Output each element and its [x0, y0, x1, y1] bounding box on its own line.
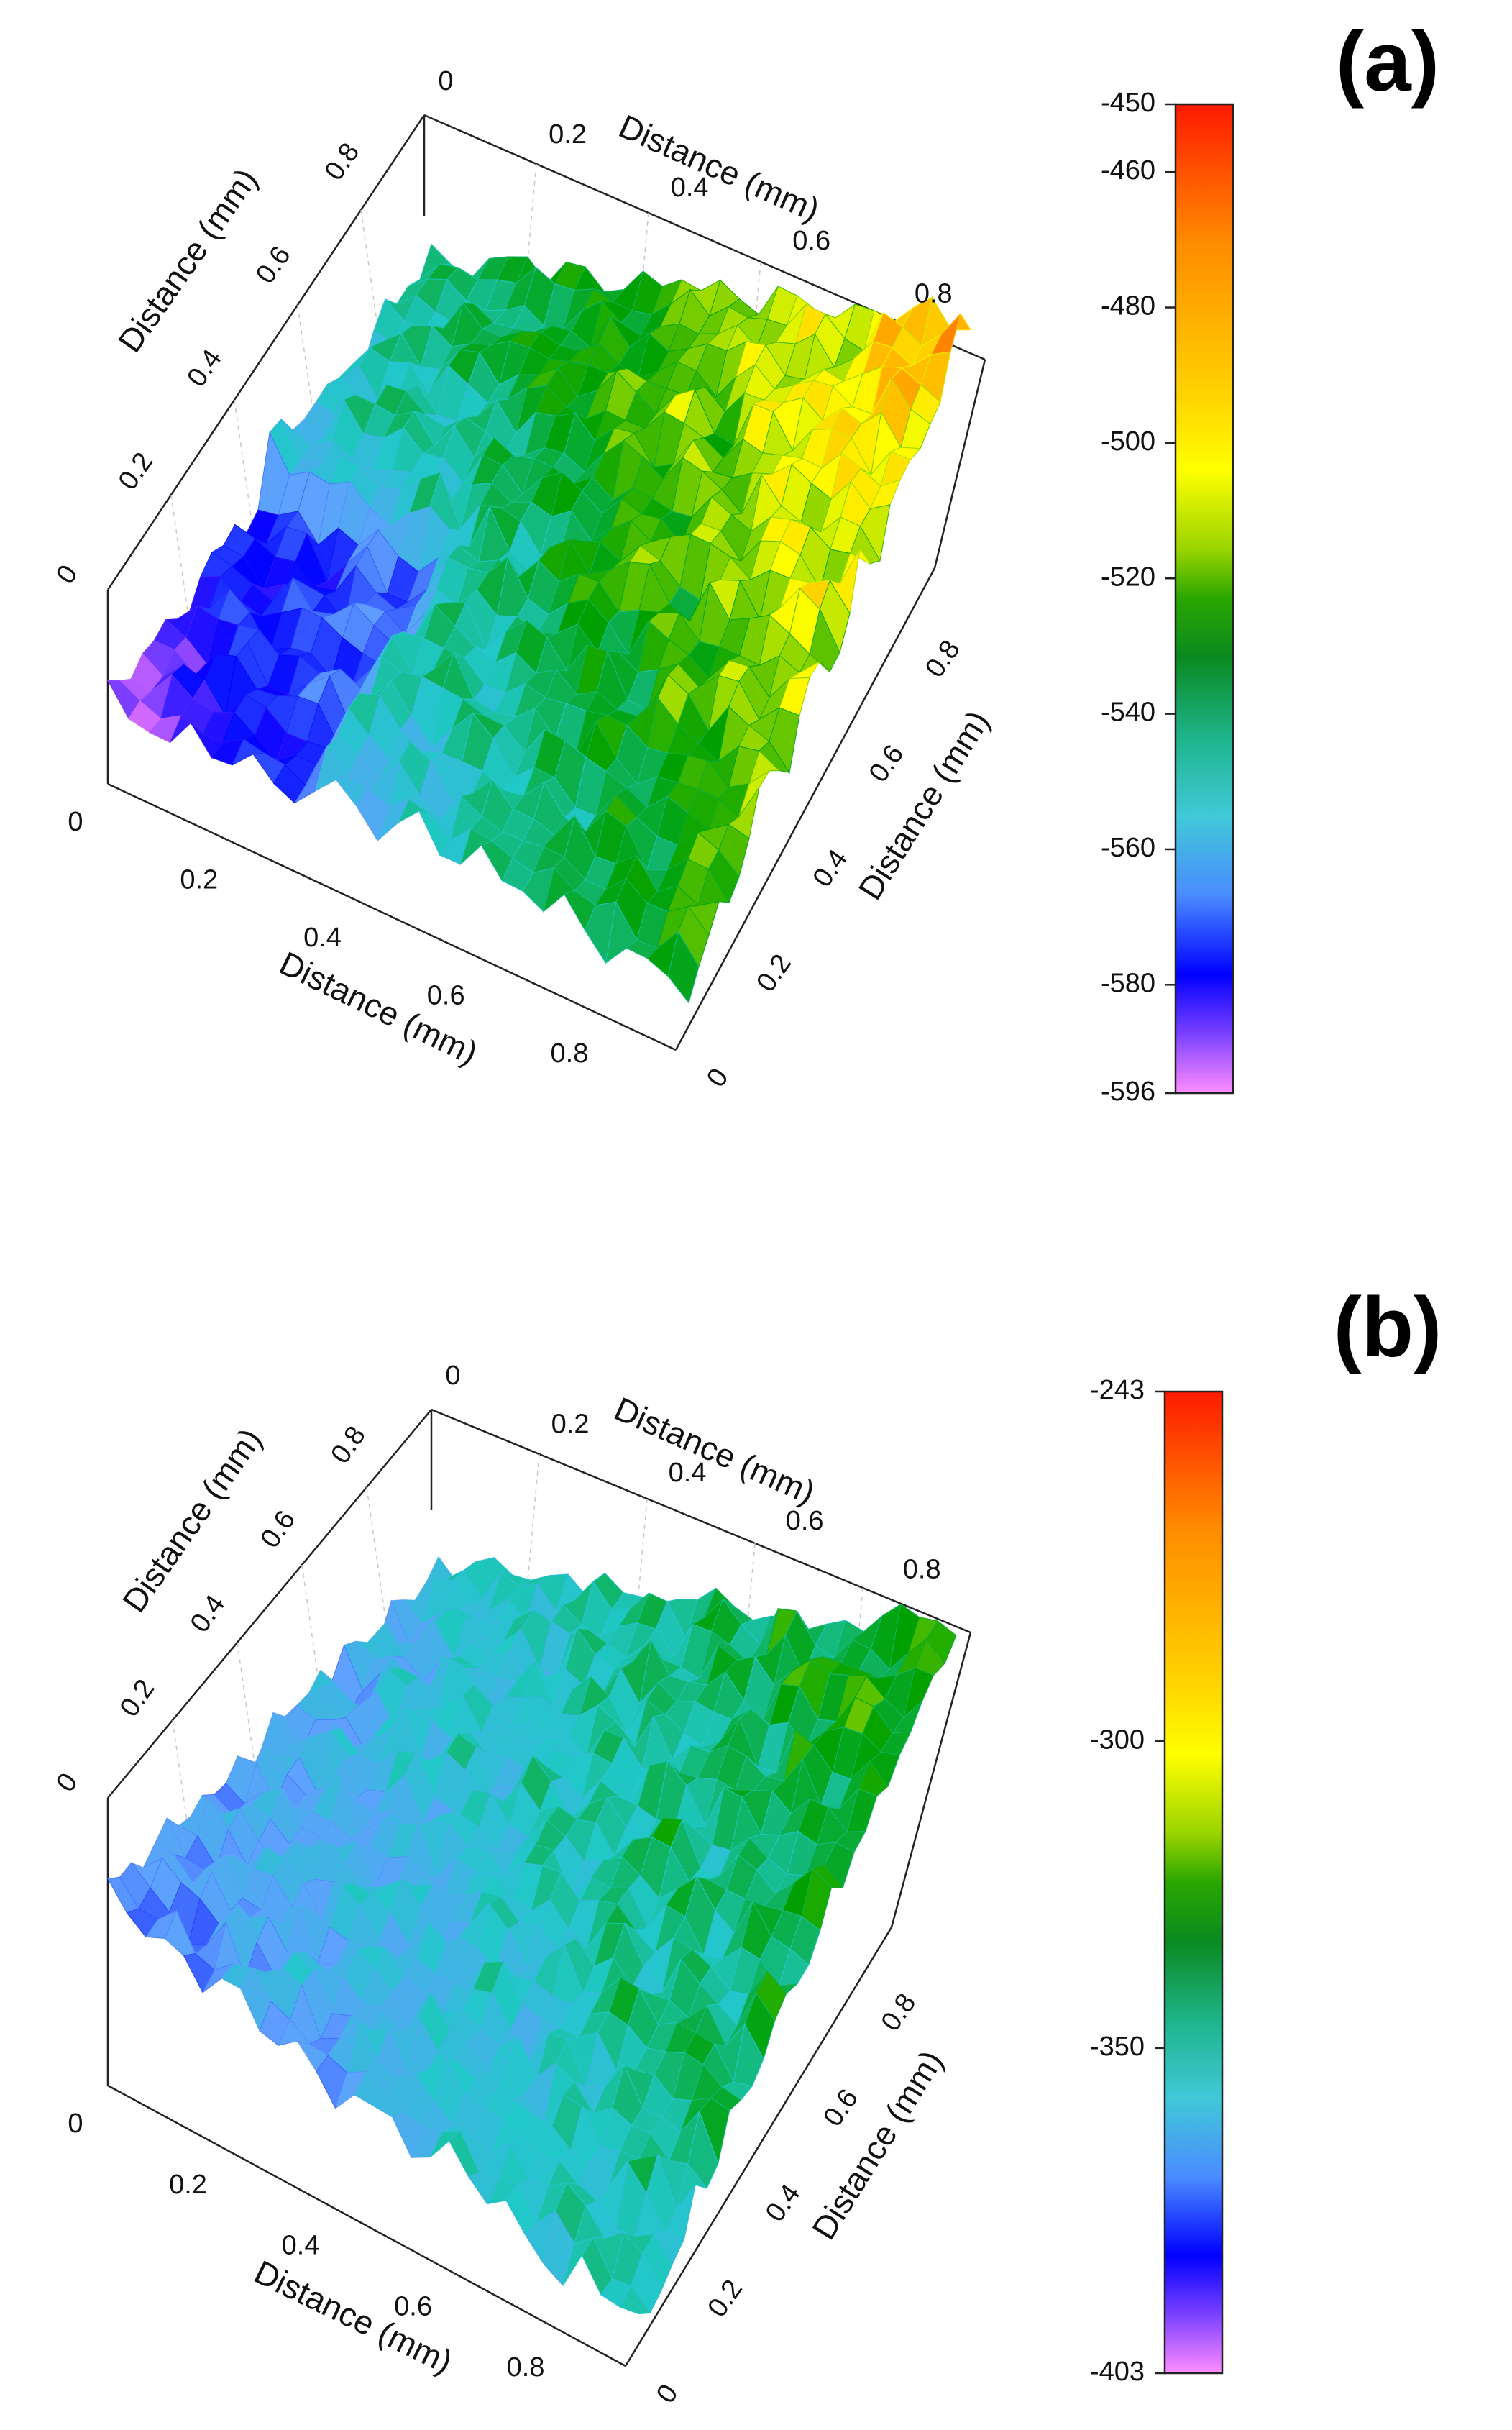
axes-box [106, 1408, 972, 2367]
axis-title-x-back: Distance (mm) [613, 107, 825, 229]
tick-label-y-left: 0.4 [181, 344, 228, 392]
tick-label-y-left: 0 [50, 559, 84, 589]
tick-label-y-left: 0.4 [185, 1589, 232, 1637]
axis-line-x-back [431, 1408, 971, 1634]
colorbar-tick-label: -596 [1101, 1077, 1155, 1107]
tick-label-x-front: 0.8 [507, 2352, 545, 2383]
surface-facet [667, 931, 700, 1004]
panel-a: 0 0.2 0.4 0.6 0.8 0 0.2 0.4 0.6 0.8 0 0.2 0.4 0.6 0.8 0… [50, 14, 1439, 1107]
colorbar-gradient [1174, 103, 1234, 1095]
tick-label-x-back: 0.4 [671, 173, 709, 203]
colorbar-tick-label: -500 [1101, 426, 1155, 457]
axis-line-y-left [106, 114, 426, 590]
tick-label-y-left: 0.8 [319, 137, 366, 186]
colorbar-tick-label: -243 [1090, 1375, 1145, 1405]
colorbar-tick-label: -540 [1101, 698, 1155, 728]
colorbar-tick-label: -520 [1101, 562, 1155, 592]
colorbar-tick-label: -560 [1101, 833, 1155, 863]
axis-title-y-right: Distance (mm) [805, 2044, 950, 2246]
surface-facet [619, 2285, 651, 2315]
tick-label-x-back: 0.8 [903, 1555, 941, 1585]
tick-label-x-back: 0 [438, 66, 453, 96]
tick-label-x-back: 0.4 [669, 1458, 707, 1488]
tick-label-x-front: 0.6 [394, 2291, 432, 2321]
tick-label-x-back: 0.8 [915, 279, 953, 309]
colorbar-tick-label: -350 [1090, 2032, 1145, 2062]
tick-label-x-back: 0.2 [551, 1409, 590, 1439]
tick-label-y-right: 0.4 [807, 844, 854, 892]
colorbar-gradient [1163, 1390, 1224, 2375]
colorbar: -243 -300 -350 -403 [1090, 1375, 1224, 2387]
tick-label-y-right: 0.8 [876, 1988, 922, 2037]
axis-line-y-left [107, 1409, 432, 1799]
tick-label-y-right: 0.4 [760, 2179, 807, 2227]
colorbar-tick-label: -460 [1101, 155, 1155, 186]
tick-label-y-right: 0.2 [751, 949, 797, 997]
tick-label-x-front: 0.4 [303, 923, 342, 953]
axis-title-y-left: Distance (mm) [111, 161, 265, 359]
axis-line-x-front [107, 782, 677, 1051]
panel-b: 00.20.40.60.800.20.40.60.800.20.40.60.80… [50, 1280, 1442, 2408]
axis-line-x-front [107, 2084, 626, 2367]
tick-label-y-left: 0.6 [250, 241, 297, 289]
tick-label-x-front: 0.6 [427, 980, 465, 1010]
tick-label-x-front: 0 [68, 2109, 83, 2139]
tick-label-x-front: 0 [68, 807, 83, 837]
tick-label-x-back: 0.2 [549, 119, 587, 150]
axis-line-y-right [624, 1927, 893, 2367]
panel-label: (b) [1334, 1280, 1442, 1375]
surface [107, 243, 971, 1004]
colorbar-tick-label: -480 [1101, 291, 1155, 321]
axis-title-x-back: Distance (mm) [609, 1389, 820, 1511]
tick-label-y-left: 0.6 [255, 1505, 302, 1553]
axis-line-y-right [674, 567, 936, 1051]
axis-line-z-right [933, 359, 986, 569]
colorbar-tick-label: -450 [1101, 88, 1155, 118]
colorbar-tick-label: -403 [1090, 2357, 1145, 2387]
tick-label-x-front: 0.2 [180, 864, 218, 895]
tick-label-y-left: 0.2 [113, 447, 160, 495]
surface [107, 1556, 957, 2315]
axis-line-z-right [890, 1632, 972, 1928]
colorbar-tick-label: -580 [1101, 968, 1155, 998]
tick-label-x-front: 0.4 [282, 2231, 320, 2261]
tick-label-y-right: 0.2 [702, 2275, 748, 2323]
tick-label-y-right: 0 [701, 1063, 735, 1092]
tick-label-y-right: 0.8 [920, 635, 966, 683]
tick-label-y-left: 0 [50, 1768, 84, 1797]
axis-title-y-right: Distance (mm) [851, 704, 996, 906]
colorbar: -450 -460 -480 -500 -520 -540 -560 -580 -596 [1101, 88, 1234, 1107]
tick-label-y-left: 0.8 [325, 1421, 372, 1469]
tick-label-x-back: 0.6 [786, 1506, 824, 1536]
tick-label-y-left: 0.2 [114, 1674, 161, 1722]
axis-title-y-left: Distance (mm) [115, 1421, 269, 1619]
tick-label-x-front: 0.8 [551, 1038, 589, 1069]
tick-label-x-back: 0.6 [792, 226, 830, 256]
tick-label-y-right: 0.6 [817, 2083, 864, 2132]
tick-label-y-right: 0.6 [863, 739, 910, 787]
tick-label-y-right: 0 [651, 2379, 684, 2408]
tick-label-x-front: 0.2 [169, 2170, 207, 2200]
tick-label-x-back: 0 [445, 1361, 460, 1391]
panel-label: (a) [1336, 14, 1439, 109]
colorbar-tick-label: -300 [1090, 1725, 1145, 1755]
